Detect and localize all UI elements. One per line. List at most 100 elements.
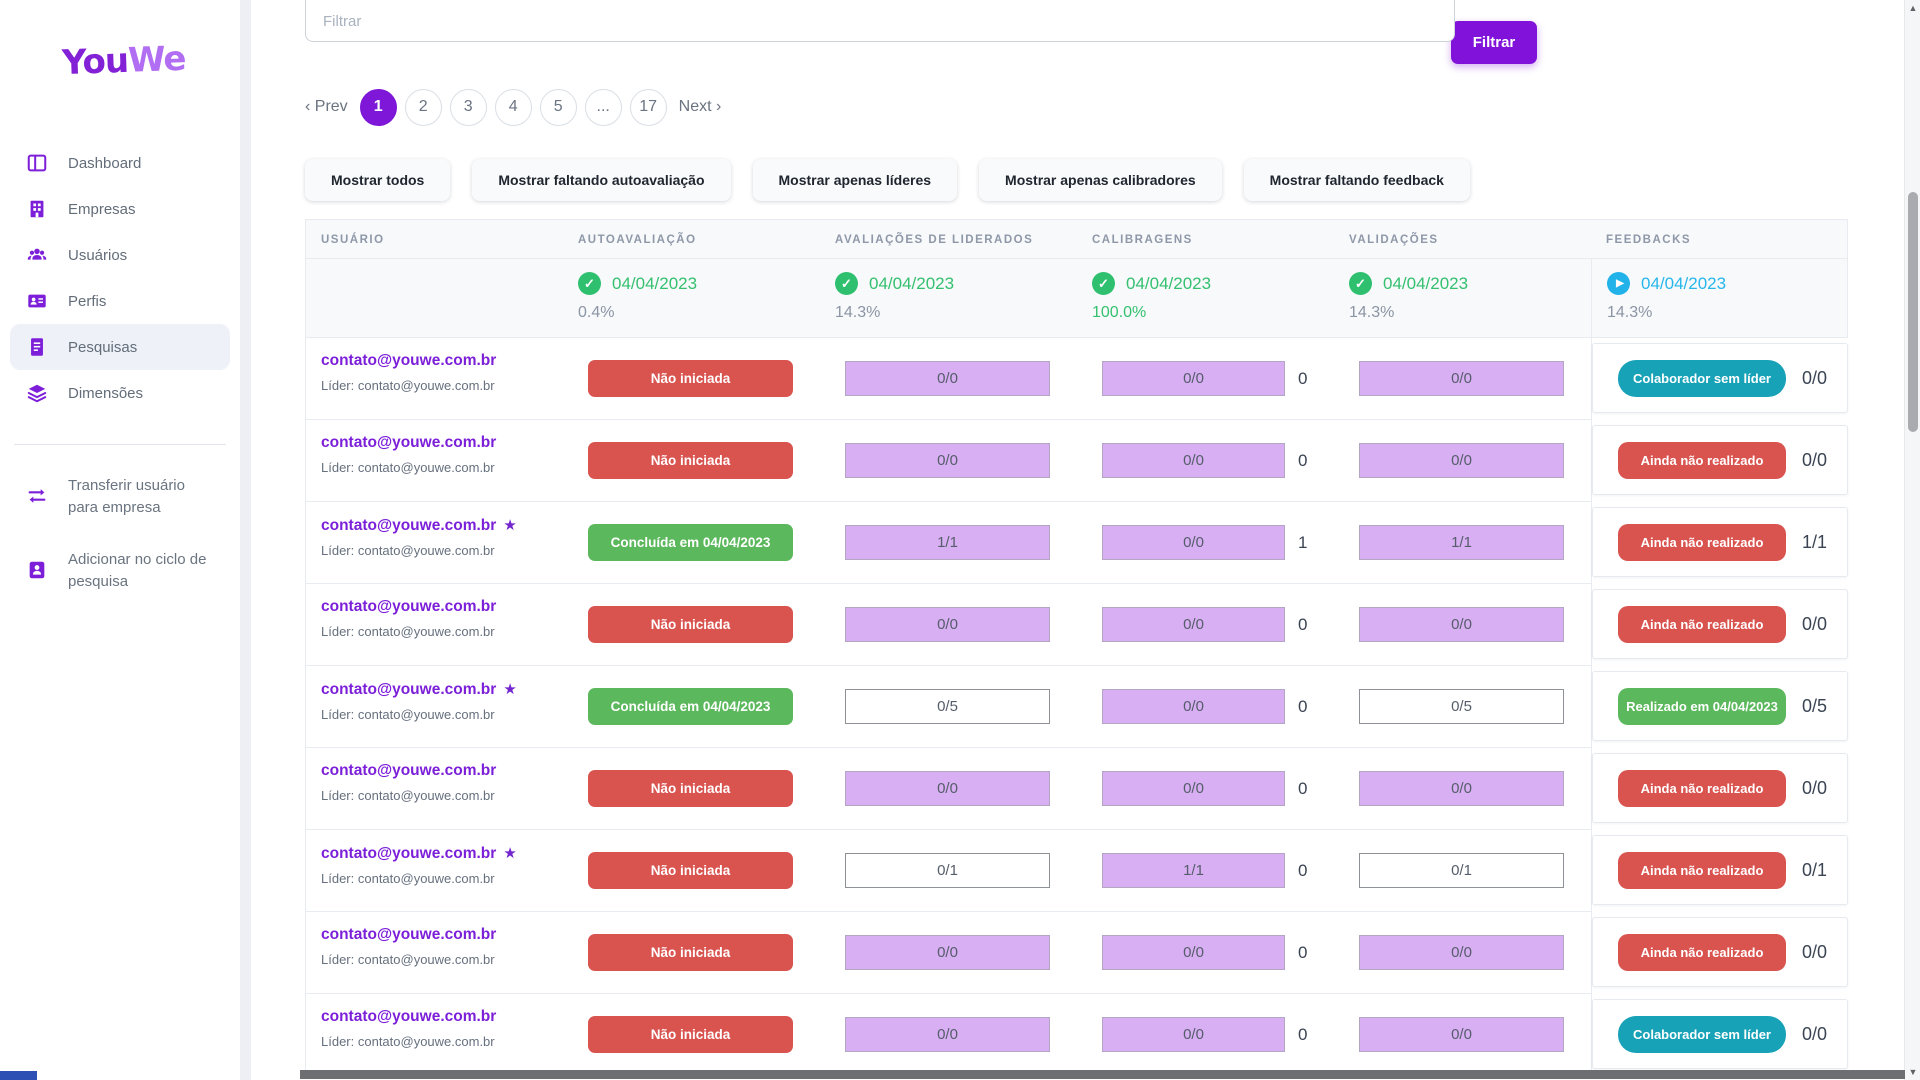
- pagination-page[interactable]: ...: [584, 88, 622, 126]
- user-leader: Líder: contato@youwe.com.br: [321, 460, 495, 475]
- pagination-page[interactable]: 3: [449, 88, 487, 126]
- summary-date: 04/04/2023: [1641, 273, 1727, 293]
- user-email-link[interactable]: contato@youwe.com.br: [321, 1008, 497, 1025]
- avaliacoes-cell: 0/0: [820, 338, 1077, 420]
- progress-bar: 0/0: [845, 935, 1050, 970]
- sidebar-action-label: Adicionar no ciclo de pesquisa: [68, 551, 207, 590]
- feedbacks-cell: Colaborador sem líder 0/0: [1591, 994, 1848, 1076]
- feedbacks-cell: Ainda não realizado 1/1: [1591, 502, 1848, 584]
- scroll-down-arrow[interactable]: ▼: [1908, 1067, 1918, 1077]
- user-email-link[interactable]: contato@youwe.com.br: [321, 434, 497, 451]
- user-email-link[interactable]: contato@youwe.com.br: [321, 845, 497, 862]
- sidebar-action-adicionar-ciclo[interactable]: Adicionar no ciclo de pesquisa: [0, 549, 240, 593]
- feedback-count: 0/0: [1802, 777, 1828, 798]
- check-circle-icon: ✓: [1349, 272, 1372, 295]
- sidebar-item-usuarios[interactable]: Usuários: [0, 232, 240, 278]
- building-icon: [26, 198, 48, 220]
- feedback-badge: Realizado em 04/04/2023: [1618, 687, 1786, 725]
- status-badge: Não iniciada: [588, 606, 793, 643]
- user-cell: contato@youwe.com.br★ Líder: contato@you…: [306, 502, 563, 584]
- vertical-scrollbar-thumb[interactable]: [1908, 192, 1918, 432]
- pagination-page[interactable]: 2: [404, 88, 442, 126]
- validacoes-cell: 0/0: [1334, 584, 1591, 666]
- feedback-count: 0/0: [1802, 367, 1828, 388]
- user-cell: contato@youwe.com.br★ Líder: contato@you…: [306, 338, 563, 420]
- user-email-link[interactable]: contato@youwe.com.br: [321, 517, 497, 534]
- sidebar-scrollbar-track[interactable]: [240, 0, 251, 1080]
- progress-bar: 0/0: [1102, 935, 1285, 970]
- status-badge: Não iniciada: [588, 1016, 793, 1053]
- progress-bar: 0/0: [1359, 935, 1564, 970]
- calibragens-count: 0: [1298, 778, 1308, 798]
- validacoes-cell: 0/0: [1334, 338, 1591, 420]
- column-header: AVALIAÇÕES DE LIDERADOS: [835, 234, 1034, 246]
- autoavaliacao-cell: Concluída em 04/04/2023: [563, 666, 820, 748]
- pagination-page[interactable]: 1: [359, 88, 397, 126]
- validacoes-cell: 0/0: [1334, 748, 1591, 830]
- sidebar-item-dimensoes[interactable]: Dimensões: [0, 370, 240, 416]
- horizontal-scrollbar-thumb[interactable]: [300, 1070, 1905, 1079]
- sidebar: YouWe Dashboard Empresas Usuários: [0, 0, 240, 1080]
- star-icon: ★: [503, 681, 517, 698]
- status-badge: Concluída em 04/04/2023: [588, 688, 793, 725]
- play-circle-icon: ▶: [1607, 272, 1630, 295]
- user-cell: contato@youwe.com.br★ Líder: contato@you…: [306, 666, 563, 748]
- calibragens-count: 0: [1298, 450, 1308, 470]
- user-leader: Líder: contato@youwe.com.br: [321, 871, 495, 886]
- user-email-link[interactable]: contato@youwe.com.br: [321, 598, 497, 615]
- pagination-next[interactable]: Next ›: [678, 98, 722, 115]
- calibragens-cell: 0/0 1: [1077, 502, 1334, 584]
- table-row: contato@youwe.com.br★ Líder: contato@you…: [306, 584, 1848, 666]
- avaliacoes-cell: 1/1: [820, 502, 1077, 584]
- user-cell: contato@youwe.com.br★ Líder: contato@you…: [306, 748, 563, 830]
- pagination-prev[interactable]: ‹ Prev: [305, 98, 348, 115]
- user-cell: contato@youwe.com.br★ Líder: contato@you…: [306, 584, 563, 666]
- pagination-page[interactable]: 17: [629, 88, 667, 126]
- pagination: ‹ Prev 1 2 3 4 5 ... 17 Next ›: [305, 88, 1848, 126]
- feedback-card: Ainda não realizado 0/0: [1592, 425, 1848, 495]
- validacoes-cell: 0/0: [1334, 420, 1591, 502]
- sidebar-action-transferir-usuario[interactable]: Transferir usuário para empresa: [0, 475, 240, 519]
- feedbacks-cell: Ainda não realizado 0/0: [1591, 748, 1848, 830]
- pagination-page[interactable]: 4: [494, 88, 532, 126]
- autoavaliacao-cell: Não iniciada: [563, 338, 820, 420]
- feedbacks-cell: Ainda não realizado 0/0: [1591, 912, 1848, 994]
- filter-chip[interactable]: Mostrar apenas calibradores: [979, 159, 1222, 201]
- summary-date: 04/04/2023: [1126, 273, 1212, 293]
- calibragens-count: 0: [1298, 942, 1308, 962]
- sidebar-item-dashboard[interactable]: Dashboard: [0, 140, 240, 186]
- column-header: CALIBRAGENS: [1092, 234, 1193, 246]
- progress-bar: 0/0: [1359, 1017, 1564, 1052]
- filter-chip[interactable]: Mostrar todos: [305, 159, 451, 201]
- summary-percent: 14.3%: [835, 304, 881, 321]
- scroll-up-arrow[interactable]: ▲: [1908, 3, 1918, 13]
- filtrar-button[interactable]: Filtrar: [1451, 21, 1537, 64]
- feedback-card: Ainda não realizado 0/0: [1592, 917, 1848, 987]
- summary-calibragens: ✓ 04/04/2023 100.0%: [1077, 259, 1334, 337]
- sidebar-item-label: Perfis: [68, 292, 107, 310]
- user-email-link[interactable]: contato@youwe.com.br: [321, 681, 497, 698]
- filter-chip[interactable]: Mostrar faltando autoavaliação: [472, 159, 731, 201]
- pagination-page[interactable]: 5: [539, 88, 577, 126]
- calibragens-cell: 1/1 0: [1077, 830, 1334, 912]
- sidebar-divider: [14, 444, 226, 445]
- sidebar-item-perfis[interactable]: Perfis: [0, 278, 240, 324]
- layers-icon: [26, 382, 48, 404]
- sidebar-item-empresas[interactable]: Empresas: [0, 186, 240, 232]
- feedback-card: Colaborador sem líder 0/0: [1592, 999, 1848, 1069]
- user-email-link[interactable]: contato@youwe.com.br: [321, 926, 497, 943]
- validacoes-cell: 1/1: [1334, 502, 1591, 584]
- sidebar-item-pesquisas[interactable]: Pesquisas: [10, 324, 230, 370]
- filter-chip[interactable]: Mostrar faltando feedback: [1243, 159, 1470, 201]
- table-row: contato@youwe.com.br★ Líder: contato@you…: [306, 666, 1848, 748]
- sidebar-horizontal-scrollbar-thumb[interactable]: [0, 1071, 37, 1080]
- filter-chip[interactable]: Mostrar apenas líderes: [752, 159, 958, 201]
- user-email-link[interactable]: contato@youwe.com.br: [321, 762, 497, 779]
- filter-input[interactable]: [305, 0, 1455, 42]
- table-row: contato@youwe.com.br★ Líder: contato@you…: [306, 912, 1848, 994]
- column-header: VALIDAÇÕES: [1349, 234, 1439, 246]
- autoavaliacao-cell: Não iniciada: [563, 912, 820, 994]
- user-email-link[interactable]: contato@youwe.com.br: [321, 352, 497, 369]
- dashboard-icon: [26, 152, 48, 174]
